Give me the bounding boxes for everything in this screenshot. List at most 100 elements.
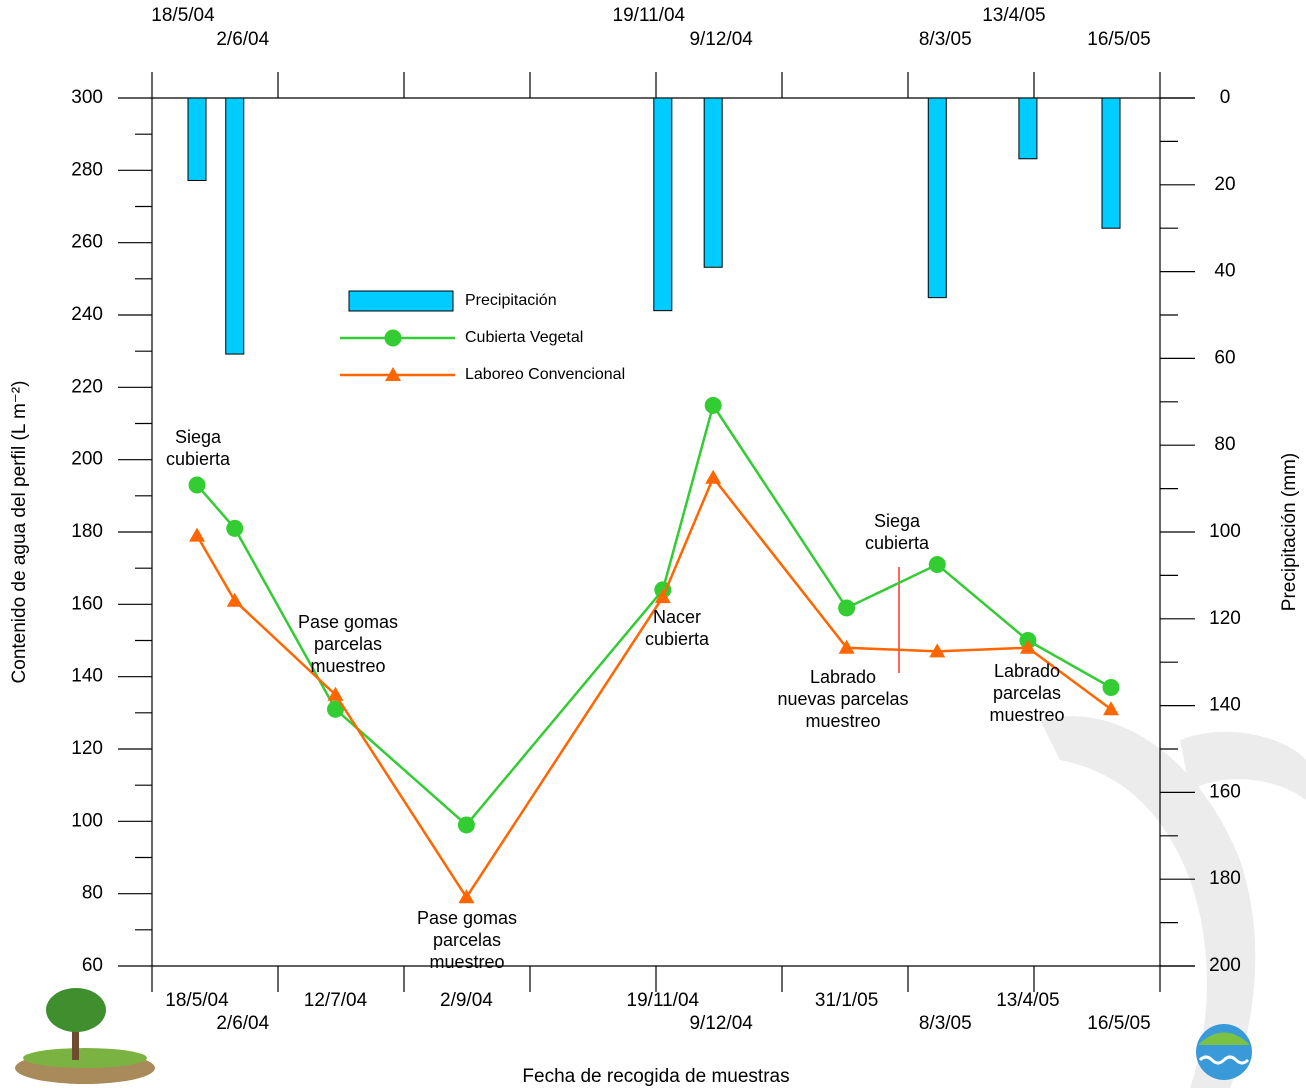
x-tick-label: 9/12/04 <box>689 1013 753 1034</box>
y2-tick-label: 60 <box>1214 347 1235 368</box>
annotation: Siega <box>175 427 222 447</box>
bar <box>653 97 673 312</box>
marker <box>705 469 722 484</box>
x-tick-label: 16/5/05 <box>1087 1013 1150 1034</box>
y-tick-label: 220 <box>71 376 103 397</box>
y-tick-label: 60 <box>82 955 103 976</box>
legend-label: Precipitación <box>465 292 557 309</box>
annotation: cubierta <box>865 533 930 553</box>
marker <box>838 639 855 654</box>
x-tick-label: 18/5/04 <box>165 990 229 1011</box>
annotation: muestreo <box>429 952 504 972</box>
legend-swatch <box>385 367 401 381</box>
annotation: cubierta <box>166 449 231 469</box>
legend-swatch <box>384 329 402 347</box>
marker <box>928 556 946 574</box>
x-tick-label: 31/1/05 <box>815 990 878 1011</box>
y2-tick-label: 100 <box>1209 521 1241 542</box>
marker <box>188 476 206 494</box>
annotation: cubierta <box>645 629 710 649</box>
left-logo <box>15 988 155 1084</box>
annotation: parcelas <box>314 634 382 654</box>
y-tick-label: 300 <box>71 87 103 108</box>
top-x-tick-label: 9/12/04 <box>689 29 753 50</box>
marker <box>654 589 671 604</box>
y-tick-label: 100 <box>71 810 103 831</box>
marker <box>704 396 722 414</box>
annotation: Nacer <box>653 607 701 627</box>
y-tick-label: 280 <box>71 159 103 180</box>
right-logo <box>1196 1024 1252 1080</box>
x-tick-label: 2/9/04 <box>440 990 493 1011</box>
annotation: muestreo <box>805 711 880 731</box>
bar <box>187 97 207 181</box>
y2-tick-label: 120 <box>1209 608 1241 629</box>
y-tick-label: 180 <box>71 521 103 542</box>
x-axis-label: Fecha de recogida de muestras <box>522 1066 789 1087</box>
annotation: muestreo <box>989 705 1064 725</box>
marker <box>1103 701 1119 716</box>
y2-axis-label: Precipitación (mm) <box>1279 453 1300 611</box>
line <box>195 475 1112 900</box>
line <box>196 402 1112 827</box>
y-axis-label: Contenido de agua del perfil (L m⁻²) <box>9 381 30 684</box>
y-tick-label: 140 <box>71 666 103 687</box>
marker <box>1019 639 1036 654</box>
y2-tick-label: 40 <box>1214 261 1235 282</box>
annotation: parcelas <box>993 683 1061 703</box>
annotation: Pase gomas <box>298 612 398 632</box>
annotation: Labrado <box>994 661 1060 681</box>
marker <box>327 686 344 701</box>
marker <box>1102 679 1120 697</box>
y2-tick-label: 0 <box>1220 87 1231 108</box>
x-tick-label: 19/11/04 <box>627 990 700 1011</box>
annotation: nuevas parcelas <box>777 689 908 709</box>
annotation: parcelas <box>433 930 501 950</box>
marker <box>838 599 856 617</box>
legend-swatch <box>348 290 454 312</box>
top-x-tick-label: 8/3/05 <box>919 29 972 50</box>
y2-tick-label: 180 <box>1209 868 1241 889</box>
annotation: muestreo <box>310 656 385 676</box>
marker <box>929 643 946 658</box>
legend-label: Laboreo Convencional <box>465 366 625 383</box>
y2-tick-label: 200 <box>1209 955 1241 976</box>
y2-tick-label: 140 <box>1209 695 1241 716</box>
watermark <box>1040 716 1256 1088</box>
y-tick-label: 160 <box>71 593 103 614</box>
y2-tick-label: 20 <box>1214 174 1235 195</box>
y-tick-label: 200 <box>71 449 103 470</box>
top-x-tick-label: 16/5/05 <box>1087 29 1150 50</box>
x-tick-label: 12/7/04 <box>304 990 368 1011</box>
legend-label: Cubierta Vegetal <box>465 329 583 346</box>
marker <box>226 519 244 537</box>
top-x-tick-label: 18/5/04 <box>151 5 215 26</box>
y-tick-label: 260 <box>71 232 103 253</box>
marker <box>226 592 243 607</box>
top-x-tick-label: 19/11/04 <box>613 5 686 26</box>
y2-tick-label: 80 <box>1214 434 1235 455</box>
y-tick-label: 120 <box>71 738 103 759</box>
bar <box>1101 97 1121 229</box>
x-tick-label: 8/3/05 <box>919 1013 972 1034</box>
marker <box>457 816 475 834</box>
x-tick-label: 2/6/04 <box>216 1013 269 1034</box>
marker <box>326 700 344 718</box>
y2-tick-label: 160 <box>1209 781 1241 802</box>
annotation: Labrado <box>810 667 876 687</box>
marker <box>189 527 205 542</box>
bar <box>1018 97 1038 160</box>
x-tick-label: 13/4/05 <box>996 990 1059 1011</box>
annotation: Pase gomas <box>417 908 517 928</box>
top-x-tick-label: 13/4/05 <box>982 5 1045 26</box>
marker <box>458 889 475 904</box>
bar <box>225 97 245 355</box>
y-tick-label: 240 <box>71 304 103 325</box>
bar <box>703 97 723 268</box>
top-x-tick-label: 2/6/04 <box>216 29 269 50</box>
y-tick-label: 80 <box>82 883 103 904</box>
watermark <box>1180 731 1306 800</box>
annotation: Siega <box>874 511 921 531</box>
bar <box>927 97 947 299</box>
